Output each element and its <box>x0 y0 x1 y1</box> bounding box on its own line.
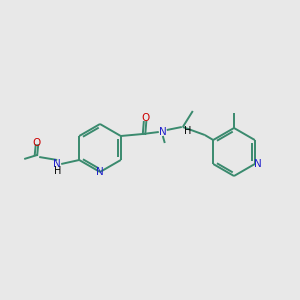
Text: H: H <box>184 126 191 136</box>
Text: N: N <box>96 167 104 177</box>
Text: N: N <box>53 159 61 169</box>
Text: H: H <box>53 166 61 176</box>
Text: N: N <box>254 159 262 169</box>
Text: N: N <box>159 127 167 137</box>
Text: O: O <box>142 113 150 123</box>
Text: O: O <box>32 138 40 148</box>
